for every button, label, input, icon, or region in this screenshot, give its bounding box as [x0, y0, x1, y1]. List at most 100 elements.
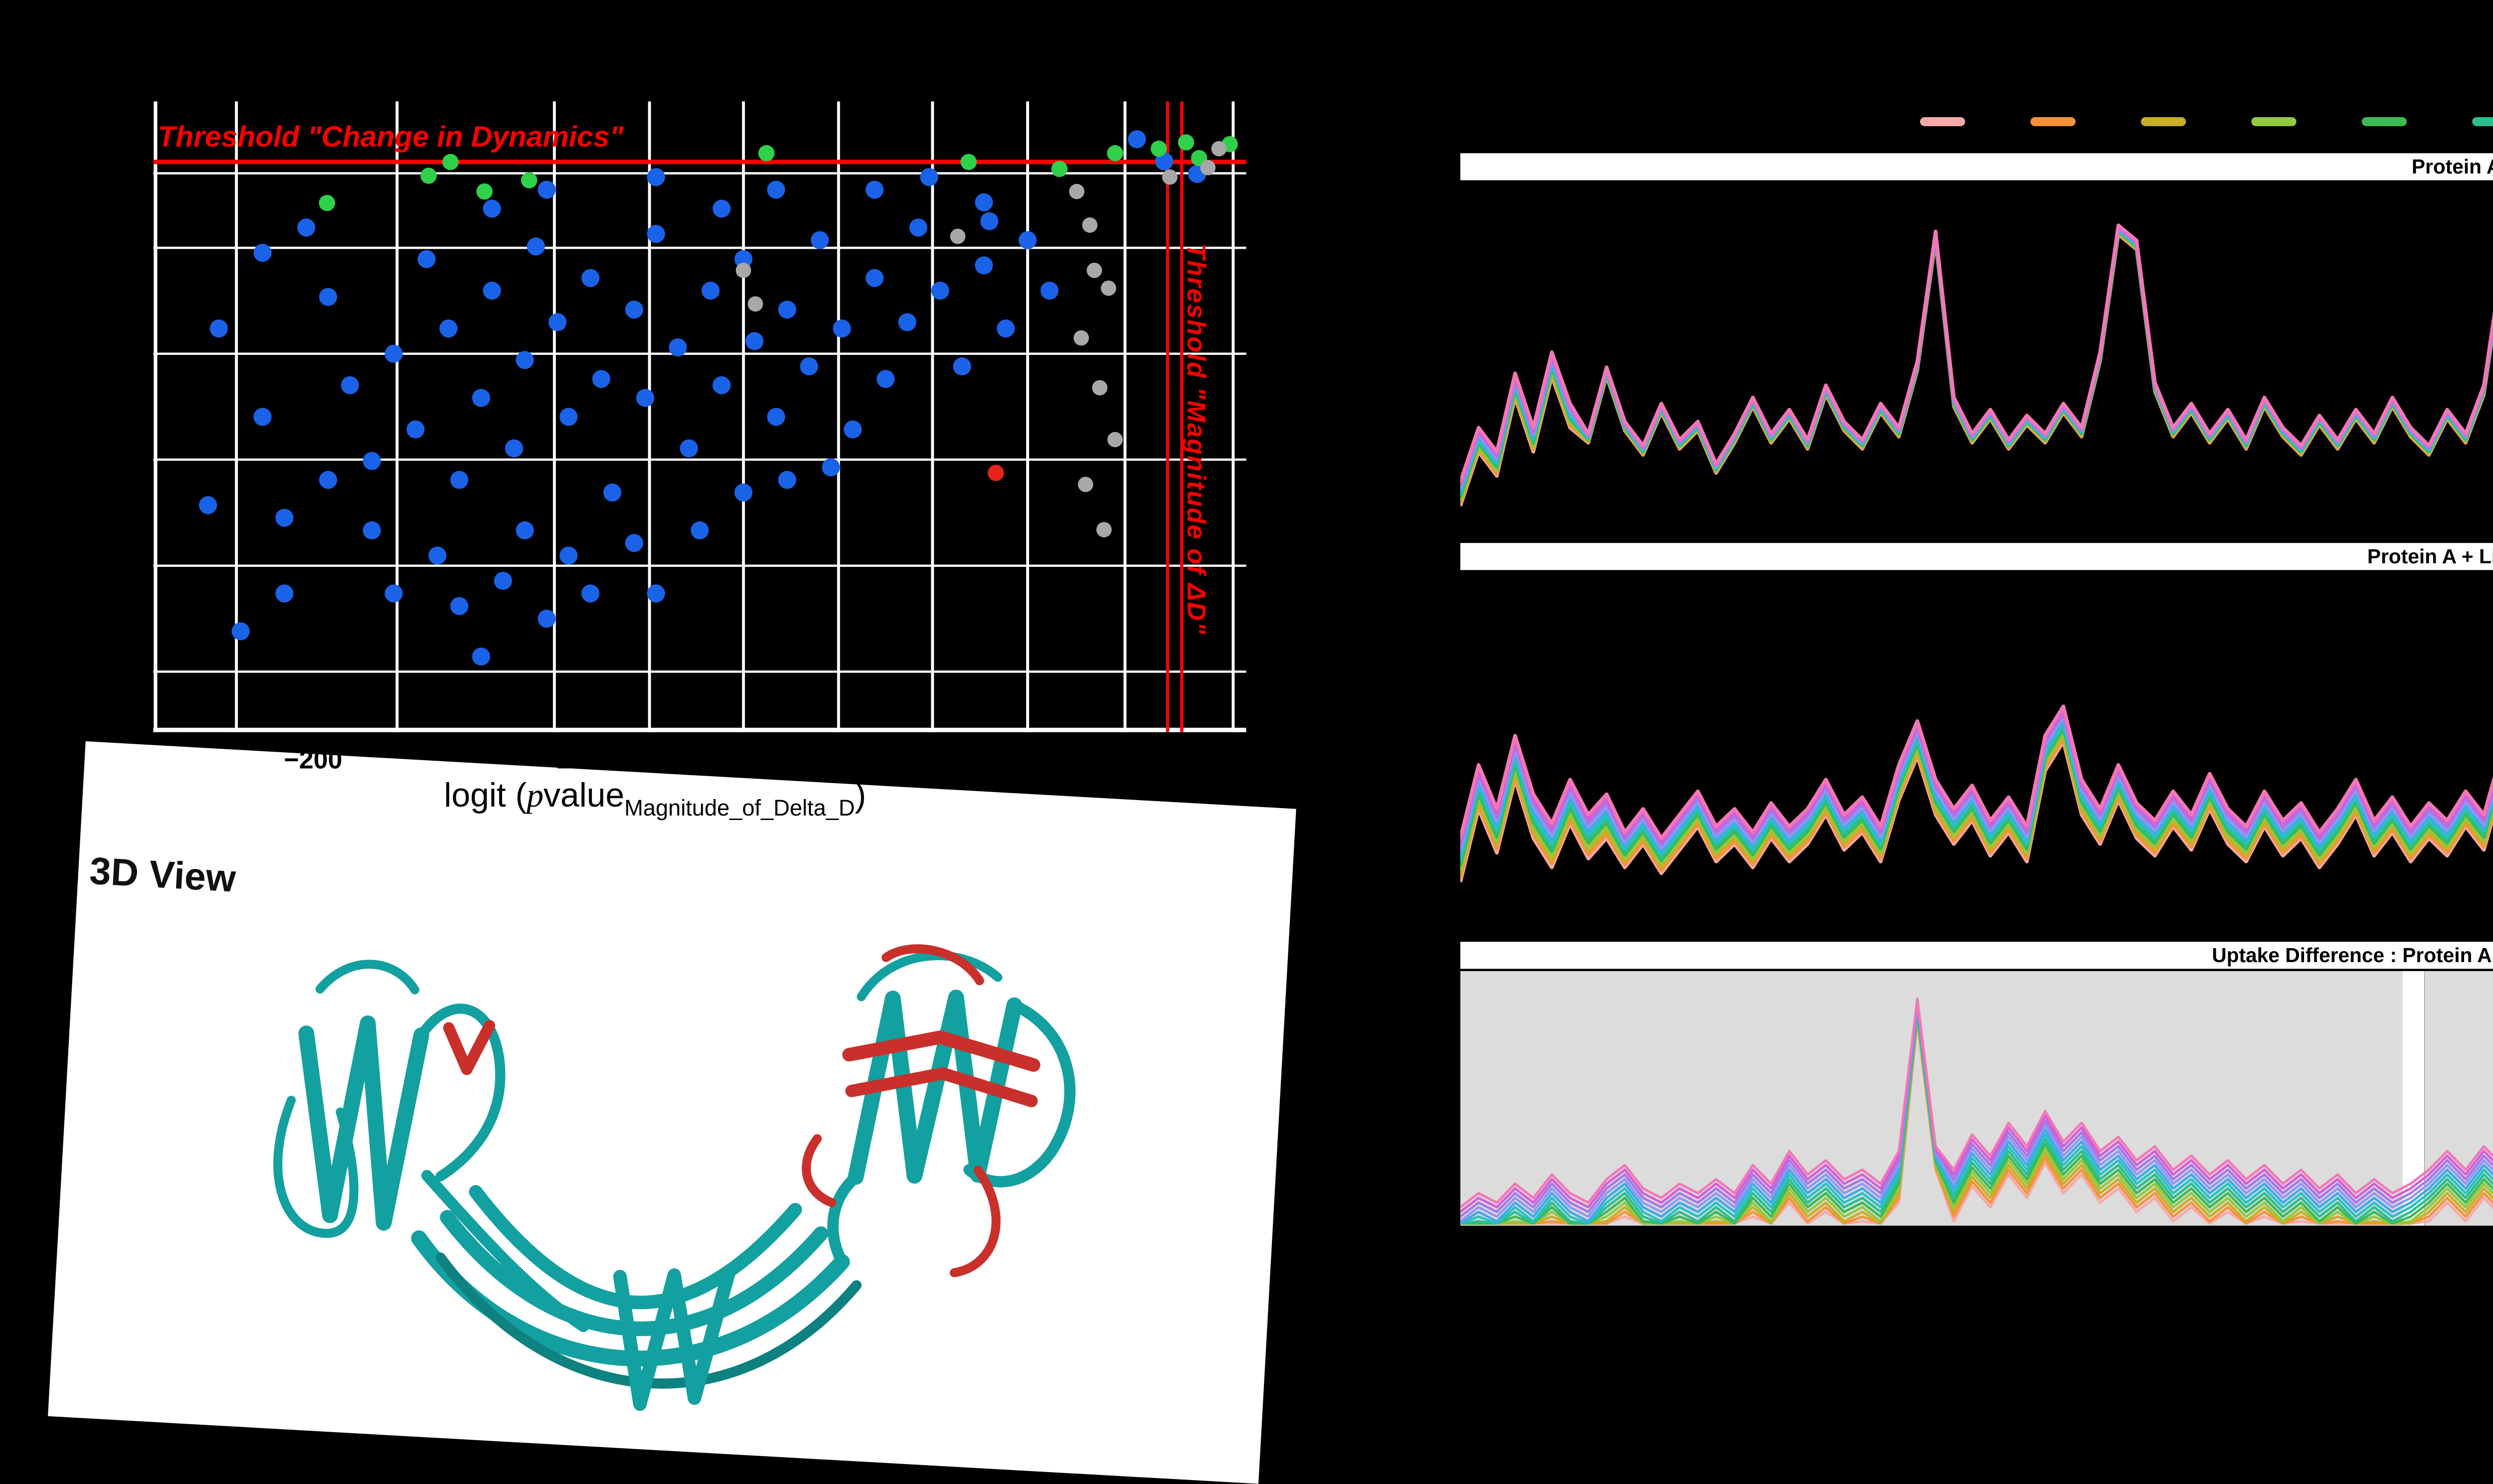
scatter-point-peptides-not-significant[interactable]: [680, 439, 698, 458]
scatter-point-peptides-not-significant[interactable]: [516, 521, 534, 540]
scatter-point-peptides-significant-dynamics[interactable]: [420, 167, 437, 184]
scatter-point-peptides-not-significant[interactable]: [417, 250, 436, 268]
scatter-point-peptides-not-significant[interactable]: [767, 408, 785, 426]
scatter-point-peptides-not-significant[interactable]: [636, 389, 655, 407]
scatter-point-peptides-not-significant[interactable]: [559, 546, 578, 565]
scatter-point-peptides-significant-dynamics[interactable]: [476, 183, 493, 200]
scatter-point-peptides-magnitude-only[interactable]: [747, 296, 763, 312]
uptake-line[interactable]: [1460, 633, 2493, 851]
scatter-point-peptides-magnitude-only[interactable]: [1082, 217, 1098, 233]
uptake-line[interactable]: [1460, 1021, 2493, 1225]
uptake-line[interactable]: [1460, 230, 2493, 500]
uptake-line[interactable]: [1460, 661, 2493, 875]
scatter-point-peptides-not-significant[interactable]: [384, 584, 403, 603]
uptake-line[interactable]: [1460, 1018, 2493, 1225]
scatter-point-peptides-not-significant[interactable]: [384, 344, 403, 363]
scatter-point-peptides-magnitude-only[interactable]: [950, 228, 966, 244]
scatter-point-peptides-not-significant[interactable]: [516, 351, 534, 369]
scatter-point-peptides-not-significant[interactable]: [428, 546, 447, 565]
scatter-point-peptides-not-significant[interactable]: [199, 496, 217, 514]
scatter-point-peptides-not-significant[interactable]: [702, 281, 720, 300]
uptake-line[interactable]: [1460, 1008, 2493, 1225]
uptake-line[interactable]: [1460, 999, 2493, 1213]
scatter-point-peptides-magnitude-only[interactable]: [1073, 330, 1089, 346]
scatter-point-peptides-not-significant[interactable]: [362, 452, 381, 470]
scatter-point-peptides-not-significant[interactable]: [472, 389, 491, 407]
scatter-point-peptides-not-significant[interactable]: [691, 521, 709, 540]
scatter-point-peptides-not-significant[interactable]: [483, 199, 501, 218]
scatter-point-peptides-not-significant[interactable]: [527, 237, 545, 256]
scatter-point-peptides-magnitude-only[interactable]: [1096, 522, 1112, 537]
scatter-point-peptides-magnitude-only[interactable]: [1211, 141, 1227, 157]
scatter-point-peptides-not-significant[interactable]: [778, 300, 796, 319]
scatter-point-peptides-not-significant[interactable]: [231, 622, 250, 641]
scatter-point-peptides-not-significant[interactable]: [800, 357, 818, 375]
scatter-point-peptides-not-significant[interactable]: [406, 420, 425, 439]
scatter-point-peptides-not-significant[interactable]: [778, 471, 796, 489]
scatter-point-peptides-not-significant[interactable]: [920, 168, 938, 186]
uptake-line[interactable]: [1460, 1016, 2493, 1225]
scatter-point-peptides-not-significant[interactable]: [953, 357, 971, 375]
scatter-point-peptides-not-significant[interactable]: [909, 218, 927, 237]
scatter-point-peptides-not-significant[interactable]: [975, 256, 993, 275]
uptake-line[interactable]: [1460, 232, 2493, 507]
legend-dash[interactable]: [2472, 117, 2493, 127]
volcano-plot-canvas[interactable]: [153, 101, 1246, 732]
scatter-point-peptides-not-significant[interactable]: [822, 458, 840, 477]
uptake-line[interactable]: [1460, 1010, 2493, 1225]
scatter-point-peptides-magnitude-only[interactable]: [1077, 477, 1093, 493]
uptake-line[interactable]: [1460, 232, 2493, 505]
scatter-point-peptides-magnitude-only[interactable]: [1069, 183, 1084, 199]
uptake-line[interactable]: [1460, 1003, 2493, 1223]
scatter-point-peptides-not-significant[interactable]: [1040, 281, 1059, 300]
scatter-point-peptides-not-significant[interactable]: [1128, 130, 1146, 149]
uptake-line[interactable]: [1460, 1006, 2493, 1225]
scatter-point-peptides-not-significant[interactable]: [297, 218, 316, 237]
scatter-point-peptides-not-significant[interactable]: [483, 281, 501, 300]
scatter-point-peptides-significant-dynamics[interactable]: [960, 154, 977, 170]
scatter-point-peptides-not-significant[interactable]: [712, 199, 731, 218]
scatter-point-peptides-significant-dynamics[interactable]: [442, 154, 459, 170]
uptake-plot-protein-a[interactable]: [1460, 180, 2493, 536]
scatter-point-peptides-not-significant[interactable]: [1155, 152, 1174, 170]
scatter-point-peptides-not-significant[interactable]: [898, 313, 916, 331]
uptake-line[interactable]: [1460, 1001, 2493, 1218]
scatter-point-peptides-magnitude-only[interactable]: [1100, 280, 1116, 296]
legend-dash[interactable]: [2251, 117, 2297, 127]
scatter-point-peptides-magnitude-only[interactable]: [1092, 380, 1108, 396]
legend-dash[interactable]: [2140, 117, 2186, 127]
scatter-point-peptides-not-significant[interactable]: [866, 269, 884, 287]
legend-dash[interactable]: [2030, 117, 2076, 127]
uptake-line[interactable]: [1460, 228, 2493, 496]
scatter-point-peptides-magnitude-only[interactable]: [1107, 432, 1123, 448]
scatter-point-peptides-not-significant[interactable]: [734, 483, 753, 502]
scatter-point-peptides-not-significant[interactable]: [866, 180, 884, 199]
scatter-point-peptides-not-significant[interactable]: [581, 584, 600, 603]
scatter-point-peptides-not-significant[interactable]: [362, 521, 381, 540]
uptake-line[interactable]: [1460, 231, 2493, 502]
scatter-point-peptides-not-significant[interactable]: [341, 376, 359, 394]
volcano-plot[interactable]: [153, 101, 1246, 732]
scatter-point-peptides-not-significant[interactable]: [980, 212, 999, 230]
scatter-point-peptides-not-significant[interactable]: [548, 313, 567, 331]
scatter-point-peptides-not-significant[interactable]: [625, 300, 643, 319]
scatter-point-peptides-not-significant[interactable]: [877, 370, 895, 388]
scatter-point-peptides-not-significant[interactable]: [537, 180, 556, 199]
scatter-point-peptides-significant-dynamics[interactable]: [1051, 161, 1068, 177]
3d-view-card[interactable]: 3D View: [48, 741, 1296, 1484]
scatter-point-peptides-significant-dynamics[interactable]: [1107, 145, 1123, 162]
scatter-point-peptides-not-significant[interactable]: [472, 647, 491, 666]
scatter-point-peptides-not-significant[interactable]: [997, 319, 1015, 338]
scatter-point-peptides-not-significant[interactable]: [581, 269, 600, 287]
uptake-line[interactable]: [1460, 1014, 2493, 1225]
uptake-line[interactable]: [1460, 619, 2493, 840]
scatter-point-peptides-magnitude-only[interactable]: [1200, 160, 1216, 175]
scatter-point-peptides-not-significant[interactable]: [669, 338, 687, 357]
scatter-point-peptides-not-significant[interactable]: [844, 420, 862, 439]
scatter-point-peptides-not-significant[interactable]: [253, 408, 272, 426]
scatter-point-peptides-not-significant[interactable]: [505, 439, 524, 458]
scatter-point-peptides-significant-red[interactable]: [988, 465, 1004, 481]
scatter-point-peptides-not-significant[interactable]: [592, 370, 610, 388]
legend-dash[interactable]: [2361, 117, 2407, 127]
scatter-point-peptides-significant-dynamics[interactable]: [319, 194, 336, 211]
